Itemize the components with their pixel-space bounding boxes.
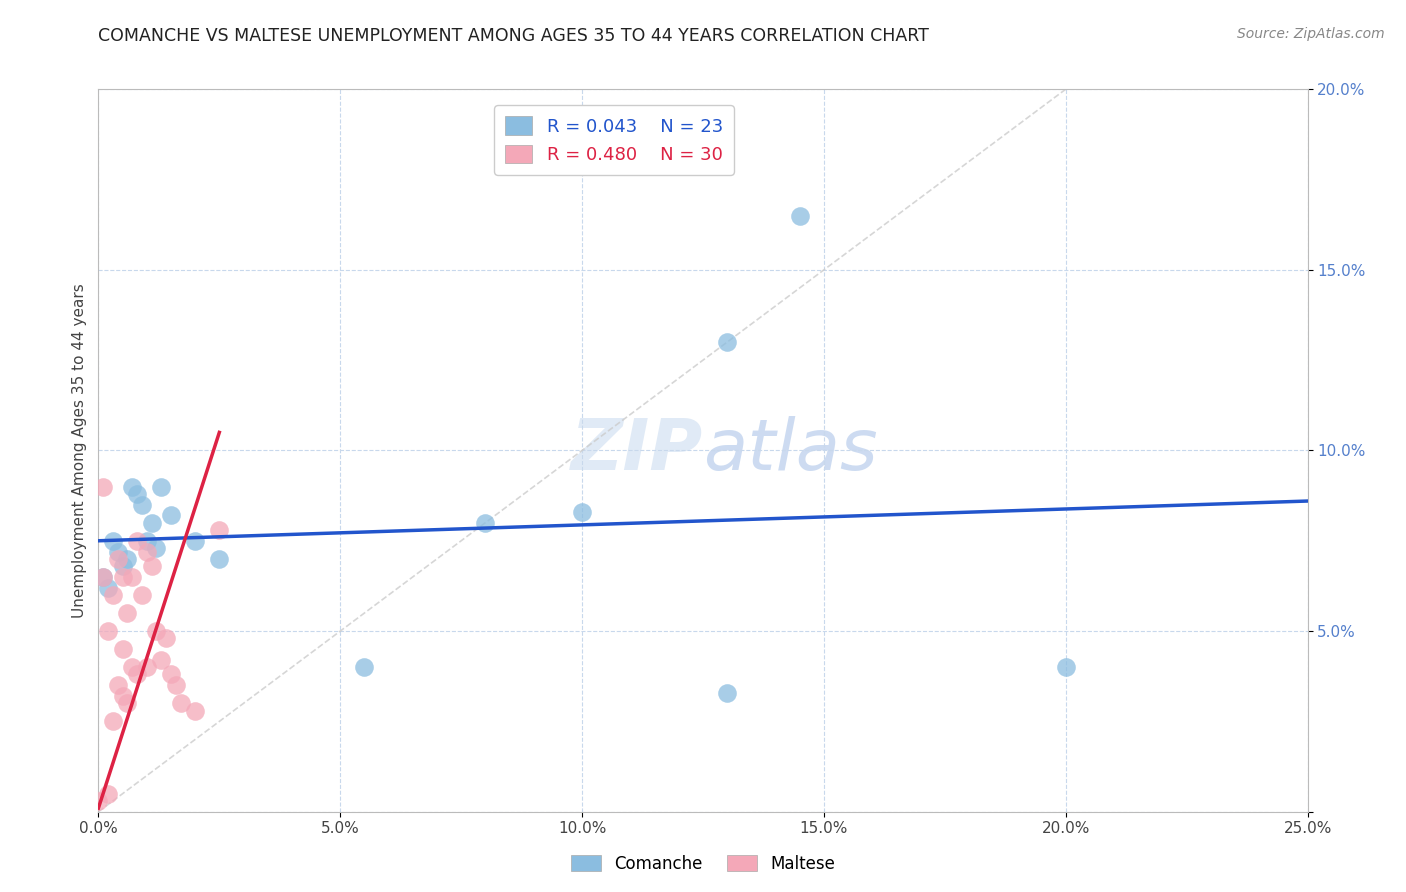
Point [97,581,120,595]
Point [150,480,173,494]
Point [101,533,124,548]
Text: Source: ZipAtlas.com: Source: ZipAtlas.com [1237,27,1385,41]
Point [131,588,153,602]
Point [117,606,139,620]
Point [571,505,593,519]
Point [107,551,129,566]
Point [150,653,173,667]
Point [127,667,149,681]
Point [135,544,157,558]
Point [111,570,134,584]
Point [353,660,375,674]
Point [91,480,114,494]
Point [1054,660,1077,674]
Point [101,588,124,602]
Point [121,660,143,674]
Point [184,704,207,718]
Point [117,697,139,711]
Point [160,508,183,523]
Point [121,480,143,494]
Point [208,551,231,566]
Point [91,570,114,584]
Point [141,559,163,574]
Point [117,551,139,566]
Text: atlas: atlas [703,416,877,485]
Point [155,632,177,646]
Point [169,697,191,711]
Point [716,334,738,349]
Legend: R = 0.043    N = 23, R = 0.480    N = 30: R = 0.043 N = 23, R = 0.480 N = 30 [495,105,734,175]
Point [141,516,163,530]
Point [789,209,811,223]
Point [101,714,124,729]
Point [107,544,129,558]
Point [716,685,738,699]
Point [111,642,134,657]
Point [91,570,114,584]
Point [97,624,120,639]
Point [135,533,157,548]
Point [127,533,149,548]
Point [474,516,496,530]
Y-axis label: Unemployment Among Ages 35 to 44 years: Unemployment Among Ages 35 to 44 years [72,283,87,618]
Point [121,570,143,584]
Point [135,660,157,674]
Point [208,523,231,537]
Point [160,667,183,681]
Point [111,689,134,703]
Point [145,541,167,555]
Text: COMANCHE VS MALTESE UNEMPLOYMENT AMONG AGES 35 TO 44 YEARS CORRELATION CHART: COMANCHE VS MALTESE UNEMPLOYMENT AMONG A… [98,27,929,45]
Point [131,498,153,512]
Point [107,678,129,692]
Point [184,533,207,548]
Point [97,787,120,801]
Legend: Comanche, Maltese: Comanche, Maltese [564,848,842,880]
Point [165,678,187,692]
Point [111,559,134,574]
Text: ZIP: ZIP [571,416,703,485]
Point [87,794,110,808]
Point [127,487,149,501]
Point [145,624,167,639]
